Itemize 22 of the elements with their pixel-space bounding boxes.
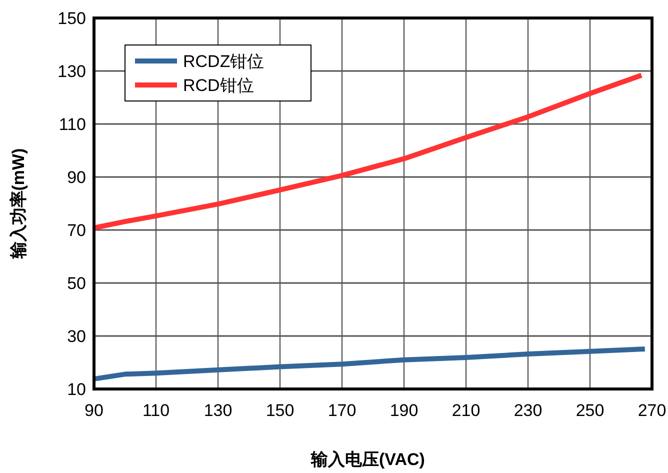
x-tick-label: 230 [514,401,542,420]
x-tick-label: 250 [576,401,604,420]
y-tick-label: 30 [67,327,86,346]
x-tick-label: 270 [638,401,666,420]
y-tick-label: 90 [67,168,86,187]
x-tick-label: 90 [84,401,104,420]
y-tick-label: 130 [58,62,86,81]
x-tick-label: 210 [452,401,480,420]
y-tick-label: 70 [67,221,86,240]
x-axis-title: 输入电压(VAC) [310,450,425,469]
x-tick-label: 110 [142,401,170,420]
legend-label: RCD钳位 [183,76,254,95]
y-tick-label: 10 [67,380,86,399]
y-tick-label: 110 [58,115,86,134]
legend-label: RCDZ钳位 [183,52,264,71]
y-tick-label: 50 [67,274,86,293]
x-tick-label: 190 [390,401,418,420]
y-tick-label: 150 [58,9,86,28]
x-tick-label: 170 [328,401,356,420]
x-tick-label: 150 [266,401,294,420]
y-axis-title: 输入功率(mW) [9,148,28,260]
x-tick-label: 130 [204,401,232,420]
